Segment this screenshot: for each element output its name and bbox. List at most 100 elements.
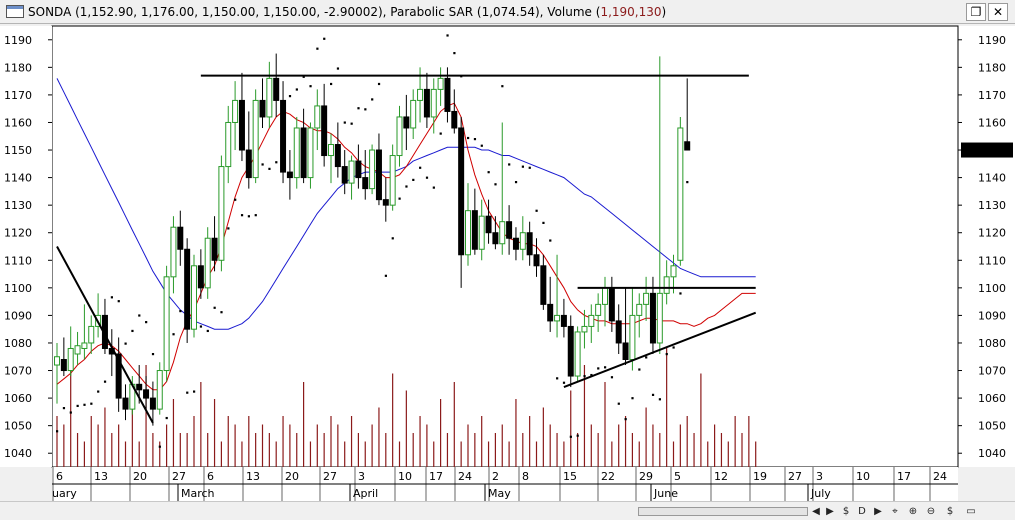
- last-price-badge-box: [961, 142, 1013, 158]
- sar-dot: [494, 183, 497, 186]
- sar-dot: [186, 391, 189, 394]
- x-month-label: May: [488, 487, 511, 500]
- candle-body: [273, 77, 280, 101]
- sar-dot: [487, 171, 490, 174]
- candle-body: [389, 155, 396, 206]
- right-tick-label: 1190: [978, 34, 1006, 47]
- candle-body: [574, 331, 581, 377]
- sar-dot: [247, 215, 250, 218]
- x-day-label: 27: [172, 470, 186, 483]
- candle-body: [656, 292, 663, 344]
- candle-body: [663, 276, 670, 294]
- crosshair-icon[interactable]: ⌖: [892, 506, 898, 517]
- sar-dot: [56, 430, 59, 433]
- candle-body: [245, 149, 252, 179]
- right-tick-label: 1130: [978, 199, 1006, 212]
- sar-dot: [261, 163, 264, 166]
- x-day-label: 13: [94, 470, 108, 483]
- candle-body: [526, 232, 533, 256]
- x-day-label: 6: [207, 470, 214, 483]
- trendline: [56, 246, 154, 424]
- scroll-track[interactable]: [638, 507, 808, 516]
- candle-body: [60, 359, 67, 372]
- title-close: ): [661, 5, 667, 19]
- sar-dot: [110, 296, 113, 299]
- left-tick-label: 1120: [4, 227, 32, 240]
- x-month-label: July: [810, 487, 831, 500]
- sar-dot: [377, 82, 381, 86]
- candle-body: [540, 265, 547, 305]
- play-icon[interactable]: ▶: [874, 506, 882, 517]
- candle-body: [355, 160, 362, 179]
- x-day-label: 27: [323, 470, 337, 483]
- candle-body: [437, 77, 444, 90]
- sar-dot: [220, 311, 223, 314]
- candle-body: [684, 141, 691, 151]
- sar-dot: [480, 144, 483, 147]
- candle-body: [492, 232, 499, 245]
- sar-dot: [645, 356, 648, 359]
- title-main: SONDA (1,152.90, 1,176.00, 1,150.00, 1,1…: [28, 5, 601, 19]
- candle-body: [204, 237, 211, 289]
- restore-button[interactable]: ❐: [966, 3, 986, 21]
- sar-dot: [638, 368, 641, 371]
- sar-dot: [672, 346, 675, 349]
- candle-body: [649, 292, 656, 344]
- sar-dot: [172, 333, 175, 336]
- scroll-left-icon[interactable]: ◀: [812, 506, 820, 517]
- candle-body: [636, 303, 643, 316]
- sar-dot: [227, 227, 230, 230]
- close-button[interactable]: ✕: [988, 3, 1008, 21]
- price-scale-icon[interactable]: $: [946, 506, 954, 517]
- candle-body: [211, 237, 218, 261]
- candle-body: [458, 127, 465, 256]
- candle-body: [602, 287, 608, 305]
- scroll-right-icon[interactable]: ▶: [826, 506, 834, 517]
- currency-icon[interactable]: $: [842, 506, 850, 517]
- sar-dot: [665, 352, 668, 356]
- chart-window-icon: [6, 5, 24, 18]
- right-tick-label: 1060: [978, 392, 1006, 405]
- sar-dot: [467, 136, 470, 140]
- price-chart[interactable]: 1040 1040 1050 1050 1060 1060 1070 1070 1080 1080…: [0, 24, 1015, 501]
- candle-body: [533, 254, 540, 267]
- candle-body: [643, 292, 650, 305]
- x-day-label: 2: [492, 470, 499, 483]
- candle-body: [554, 314, 561, 322]
- candle-body: [348, 160, 355, 184]
- candle-body: [417, 88, 424, 101]
- candle-body: [74, 345, 81, 355]
- screen-icon[interactable]: ▭: [966, 506, 976, 517]
- candle-body: [252, 99, 259, 179]
- right-tick-label: 1100: [978, 282, 1006, 295]
- candle-body: [67, 347, 74, 372]
- volume-bars: [56, 348, 757, 467]
- sar-dot: [453, 52, 456, 55]
- right-tick-label: 1140: [978, 172, 1006, 185]
- sar-dot: [679, 292, 682, 295]
- sar-dot: [145, 321, 148, 324]
- x-day-label: 10: [856, 470, 870, 483]
- x-day-label: 27: [788, 470, 802, 483]
- sar-dot: [323, 37, 326, 40]
- zoom-in-icon[interactable]: ⊕: [908, 506, 918, 517]
- sar-dot: [302, 75, 305, 78]
- last-price-label: 1150.000: [961, 144, 1014, 157]
- period-daily-button[interactable]: D: [858, 506, 866, 517]
- sar-dot: [371, 98, 374, 101]
- sar-dot: [254, 214, 257, 217]
- candle-body: [334, 144, 341, 168]
- window-title: SONDA (1,152.90, 1,176.00, 1,150.00, 1,1…: [28, 5, 666, 19]
- candle-body: [238, 99, 245, 151]
- right-tick-label: 1080: [978, 337, 1006, 350]
- zoom-out-icon[interactable]: ⊖: [926, 506, 936, 517]
- y-axis: 1040 1040 1050 1050 1060 1060 1070 1070 1080 1080…: [4, 26, 1006, 467]
- sar-dot: [528, 166, 531, 169]
- left-tick-label: 1060: [4, 392, 32, 405]
- candle-body: [321, 105, 328, 157]
- sar-dot: [76, 404, 79, 408]
- x-day-label: 15: [563, 470, 577, 483]
- sar-dot: [391, 237, 394, 240]
- sar-dot: [138, 314, 141, 317]
- right-tick-label: 1170: [978, 89, 1006, 102]
